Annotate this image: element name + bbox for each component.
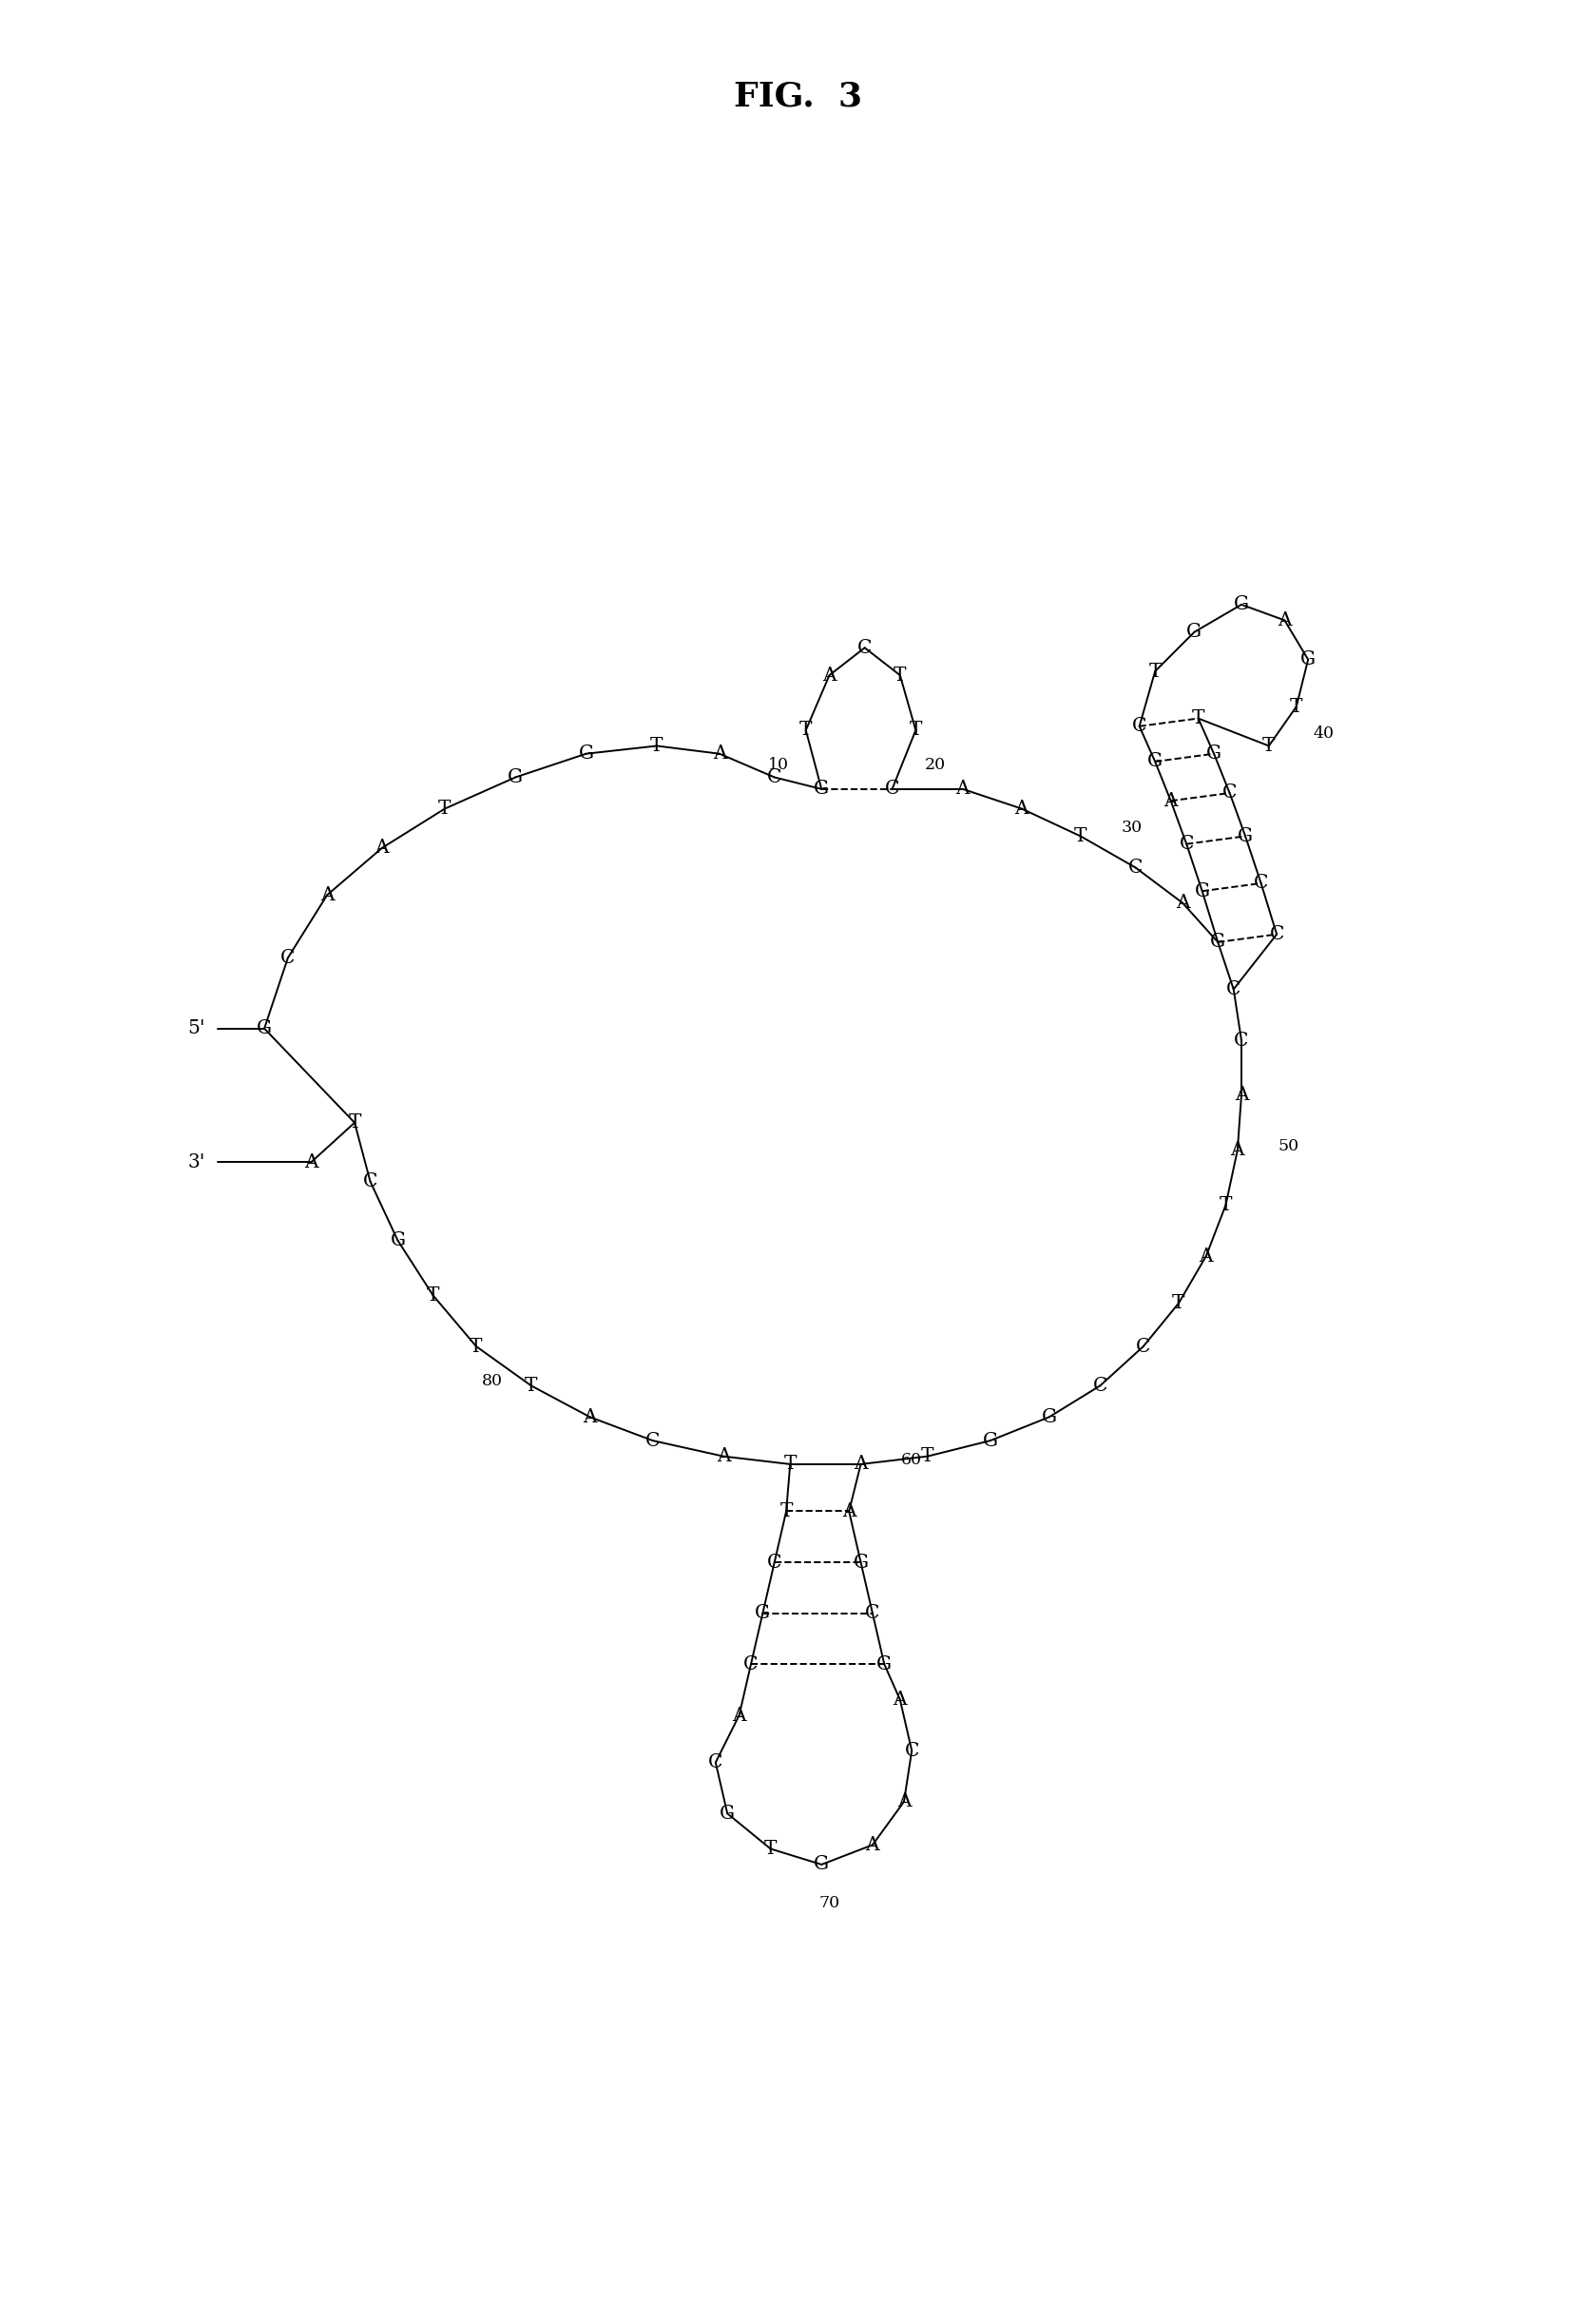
Text: 80: 80 bbox=[482, 1374, 503, 1390]
Text: C: C bbox=[884, 780, 900, 798]
Text: G: G bbox=[814, 780, 830, 798]
Text: C: C bbox=[768, 769, 782, 787]
Text: C: C bbox=[709, 1753, 723, 1772]
Text: C: C bbox=[744, 1654, 758, 1673]
Text: T: T bbox=[1171, 1293, 1186, 1312]
Text: C: C bbox=[768, 1553, 782, 1572]
Text: 70: 70 bbox=[819, 1896, 839, 1912]
Text: C: C bbox=[281, 948, 295, 966]
Text: C: C bbox=[1179, 835, 1194, 854]
Text: T: T bbox=[780, 1503, 793, 1521]
Text: G: G bbox=[983, 1431, 998, 1450]
Text: A: A bbox=[1278, 612, 1291, 628]
Text: C: C bbox=[905, 1742, 919, 1760]
Text: C: C bbox=[1093, 1376, 1108, 1394]
Text: A: A bbox=[956, 780, 970, 798]
Text: T: T bbox=[1149, 663, 1162, 681]
Text: 50: 50 bbox=[1278, 1137, 1299, 1155]
Text: 30: 30 bbox=[1120, 819, 1143, 835]
Text: T: T bbox=[784, 1454, 796, 1473]
Text: C: C bbox=[1254, 874, 1269, 893]
Text: G: G bbox=[1237, 826, 1253, 844]
Text: T: T bbox=[800, 720, 812, 739]
Text: G: G bbox=[1148, 752, 1163, 771]
Text: 5': 5' bbox=[188, 1019, 206, 1038]
Text: C: C bbox=[1132, 718, 1146, 736]
Text: FIG.  3: FIG. 3 bbox=[734, 81, 862, 113]
Text: A: A bbox=[1176, 893, 1189, 911]
Text: T: T bbox=[650, 736, 664, 755]
Text: 3': 3' bbox=[188, 1153, 206, 1171]
Text: A: A bbox=[865, 1836, 879, 1855]
Text: A: A bbox=[1234, 1086, 1248, 1104]
Text: T: T bbox=[426, 1286, 439, 1305]
Text: A: A bbox=[375, 840, 389, 856]
Text: T: T bbox=[469, 1337, 482, 1355]
Text: A: A bbox=[733, 1707, 745, 1723]
Text: T: T bbox=[910, 720, 922, 739]
Text: G: G bbox=[876, 1654, 892, 1673]
Text: C: C bbox=[1234, 1031, 1248, 1049]
Text: 60: 60 bbox=[902, 1452, 922, 1468]
Text: C: C bbox=[362, 1174, 378, 1190]
Text: G: G bbox=[854, 1553, 868, 1572]
Text: C: C bbox=[1136, 1337, 1151, 1355]
Text: G: G bbox=[257, 1019, 271, 1038]
Text: G: G bbox=[389, 1231, 405, 1249]
Text: G: G bbox=[1234, 596, 1250, 614]
Text: A: A bbox=[305, 1153, 318, 1171]
Text: T: T bbox=[921, 1447, 934, 1466]
Text: A: A bbox=[717, 1447, 731, 1466]
Text: A: A bbox=[1015, 801, 1028, 817]
Text: G: G bbox=[508, 769, 523, 787]
Text: A: A bbox=[854, 1454, 868, 1473]
Text: T: T bbox=[1290, 697, 1302, 716]
Text: C: C bbox=[865, 1604, 879, 1622]
Text: A: A bbox=[822, 667, 836, 683]
Text: G: G bbox=[1194, 881, 1210, 900]
Text: A: A bbox=[1231, 1141, 1245, 1160]
Text: G: G bbox=[755, 1604, 771, 1622]
Text: G: G bbox=[1207, 746, 1221, 762]
Text: A: A bbox=[1163, 792, 1178, 810]
Text: G: G bbox=[1301, 651, 1315, 670]
Text: T: T bbox=[894, 667, 907, 683]
Text: C: C bbox=[645, 1431, 661, 1450]
Text: C: C bbox=[1128, 858, 1143, 877]
Text: A: A bbox=[894, 1691, 907, 1710]
Text: 20: 20 bbox=[924, 757, 946, 773]
Text: C: C bbox=[1223, 785, 1237, 803]
Text: T: T bbox=[348, 1114, 361, 1132]
Text: G: G bbox=[1042, 1408, 1057, 1427]
Text: C: C bbox=[1269, 925, 1285, 943]
Text: A: A bbox=[1199, 1247, 1213, 1266]
Text: A: A bbox=[712, 746, 726, 762]
Text: 10: 10 bbox=[768, 757, 788, 773]
Text: T: T bbox=[1192, 709, 1205, 727]
Text: A: A bbox=[583, 1408, 597, 1427]
Text: G: G bbox=[814, 1855, 830, 1873]
Text: C: C bbox=[1226, 980, 1240, 999]
Text: G: G bbox=[1210, 934, 1226, 950]
Text: T: T bbox=[764, 1841, 777, 1857]
Text: T: T bbox=[1219, 1197, 1232, 1215]
Text: A: A bbox=[321, 886, 334, 904]
Text: G: G bbox=[578, 746, 594, 762]
Text: 40: 40 bbox=[1314, 725, 1334, 741]
Text: T: T bbox=[439, 801, 452, 817]
Text: T: T bbox=[1074, 826, 1087, 844]
Text: A: A bbox=[843, 1503, 855, 1521]
Text: G: G bbox=[720, 1804, 736, 1822]
Text: C: C bbox=[857, 640, 871, 656]
Text: T: T bbox=[525, 1376, 538, 1394]
Text: T: T bbox=[1262, 736, 1275, 755]
Text: G: G bbox=[1187, 624, 1202, 642]
Text: A: A bbox=[897, 1792, 911, 1811]
